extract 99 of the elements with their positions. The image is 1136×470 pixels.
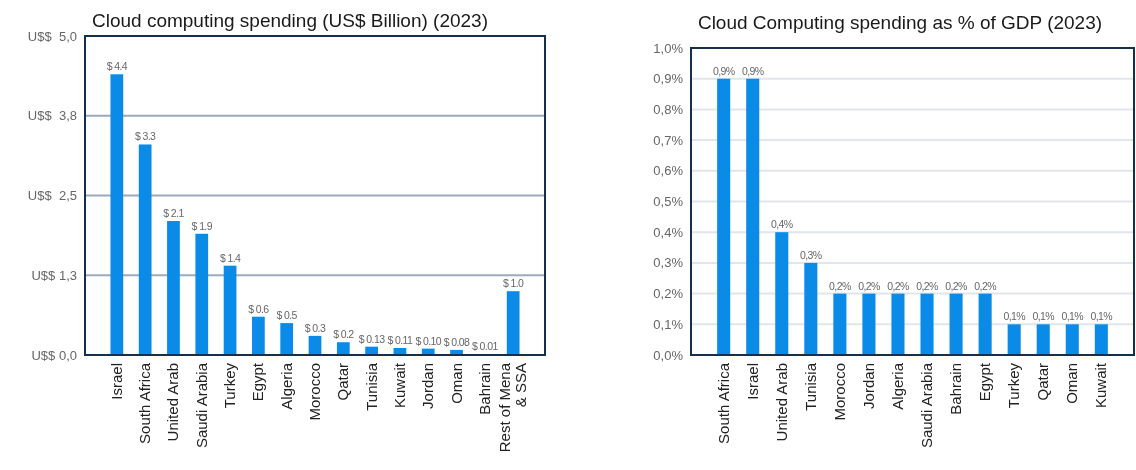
data-label: $ 3.3 xyxy=(134,130,157,143)
y-tick-label: U$$ 3,8 xyxy=(27,108,77,124)
x-tick-label: Qatar xyxy=(1034,363,1052,401)
data-label: $ 1.4 xyxy=(219,251,242,264)
y-tick-label: 0,3% xyxy=(653,255,684,271)
x-tick-label: Oman xyxy=(447,363,465,404)
y-tick-label: 0,6% xyxy=(653,163,684,179)
data-label: $ 0.5 xyxy=(276,309,298,322)
data-label: 0,2% xyxy=(974,279,997,292)
x-tick-label: United Arab xyxy=(772,363,790,442)
data-label: $ 0.10 xyxy=(415,334,442,347)
x-tick-label: Bahrain xyxy=(475,363,493,415)
x-tick-label: Israel xyxy=(107,363,125,400)
x-tick-label: Morocco xyxy=(306,363,323,421)
x-tick-label: Israel xyxy=(743,363,761,400)
y-tick-label: 0,2% xyxy=(653,286,684,302)
data-label: 0,2% xyxy=(945,279,968,292)
bar xyxy=(336,342,350,355)
x-tick-label: Rest of Mena & SSA xyxy=(496,362,530,453)
y-tick-label: 0,8% xyxy=(653,101,684,117)
x-tick-label: South Africa xyxy=(714,362,732,444)
x-tick-label: Turkey xyxy=(221,362,239,409)
bar xyxy=(891,293,905,355)
data-label: 0,2% xyxy=(829,279,851,292)
y-tick-label: U$$ 0,0 xyxy=(31,347,77,363)
data-label: 0,2% xyxy=(916,279,939,292)
data-label: 0,2% xyxy=(887,279,909,292)
bar xyxy=(195,233,209,355)
data-label: 0,4% xyxy=(771,218,793,231)
bar xyxy=(1036,324,1050,355)
y-tick-label: 0,5% xyxy=(653,194,684,210)
x-tick-label: Egypt xyxy=(976,362,994,402)
data-label: $ 4.4 xyxy=(106,60,128,73)
bar xyxy=(833,293,847,355)
bar xyxy=(280,323,294,355)
y-tick-label: 0,9% xyxy=(653,71,684,87)
bar xyxy=(949,293,963,355)
bar xyxy=(746,78,760,355)
data-label: $ 1.9 xyxy=(191,219,213,232)
x-tick-label: Oman xyxy=(1063,363,1081,404)
data-label: 0,3% xyxy=(800,248,822,261)
data-label: 0,1% xyxy=(1032,310,1055,323)
x-tick-label: Algeria xyxy=(888,362,906,410)
bar xyxy=(1094,324,1108,355)
y-tick-label: 0,7% xyxy=(653,132,684,148)
data-label: $ 0.13 xyxy=(358,332,386,345)
x-tick-label: Tunisia xyxy=(801,362,819,411)
y-tick-label: 0,0% xyxy=(653,347,684,363)
x-tick-label: Egypt xyxy=(249,362,267,402)
data-label: $ 0.08 xyxy=(443,335,471,348)
bar xyxy=(506,291,520,355)
data-label: 0,2% xyxy=(858,279,880,292)
y-tick-label: U$$ 5,0 xyxy=(27,28,77,44)
data-label: 0,9% xyxy=(712,64,735,77)
y-tick-label: U$$ 1,3 xyxy=(31,267,77,283)
x-tick-label: Morocco xyxy=(830,363,848,421)
x-tick-label: South Africa xyxy=(136,362,154,444)
data-label: $ 1.0 xyxy=(502,277,525,290)
bar xyxy=(110,74,124,355)
bar xyxy=(167,221,180,355)
bar xyxy=(717,78,731,355)
x-tick-label: Qatar xyxy=(334,363,352,401)
x-tick-label: Saudi Arabia xyxy=(918,362,936,449)
x-tick-label: Jordan xyxy=(419,363,437,409)
data-label: $ 0.6 xyxy=(248,302,270,315)
x-tick-label: United Arab xyxy=(164,363,182,442)
bar xyxy=(252,316,265,355)
data-label: $ 0.2 xyxy=(333,328,355,341)
x-tick-label: Jordan xyxy=(859,363,877,409)
bar xyxy=(920,293,934,355)
y-tick-label: 1,0% xyxy=(653,40,684,56)
x-tick-label: Bahrain xyxy=(947,363,965,415)
bar xyxy=(1065,324,1079,355)
bar xyxy=(138,144,152,355)
data-label: $ 2.1 xyxy=(163,207,185,220)
chart-title: Cloud Computing spending as % of GDP (2023) xyxy=(697,12,1103,33)
data-label: 0,1% xyxy=(1090,310,1113,323)
x-tick-label: Tunisia xyxy=(362,362,380,411)
chart-title: Cloud computing spending (US$ Billion) (2023) xyxy=(91,10,489,31)
bar xyxy=(1007,324,1021,355)
x-tick-label: Kuwait xyxy=(390,362,408,409)
data-label: 0,1% xyxy=(1061,310,1084,323)
x-tick-label: Turkey xyxy=(1005,362,1023,409)
bar xyxy=(862,293,876,355)
bar xyxy=(223,265,237,355)
x-tick-label: Kuwait xyxy=(1092,362,1110,409)
x-tick-label: Saudi Arabia xyxy=(192,362,210,449)
bar xyxy=(804,262,818,355)
y-tick-label: U$$ 2,5 xyxy=(27,188,77,204)
data-label: $ 0.01 xyxy=(472,340,499,353)
bar xyxy=(775,232,789,355)
y-tick-label: 0,4% xyxy=(653,224,684,240)
bar xyxy=(978,293,992,355)
data-label: 0,9% xyxy=(741,64,764,77)
data-label: 0,1% xyxy=(1003,310,1026,323)
data-label: $ 0.11 xyxy=(387,333,414,346)
x-tick-label: Algeria xyxy=(277,362,295,410)
data-label: $ 0.3 xyxy=(304,321,326,334)
y-tick-label: 0,1% xyxy=(653,316,684,332)
